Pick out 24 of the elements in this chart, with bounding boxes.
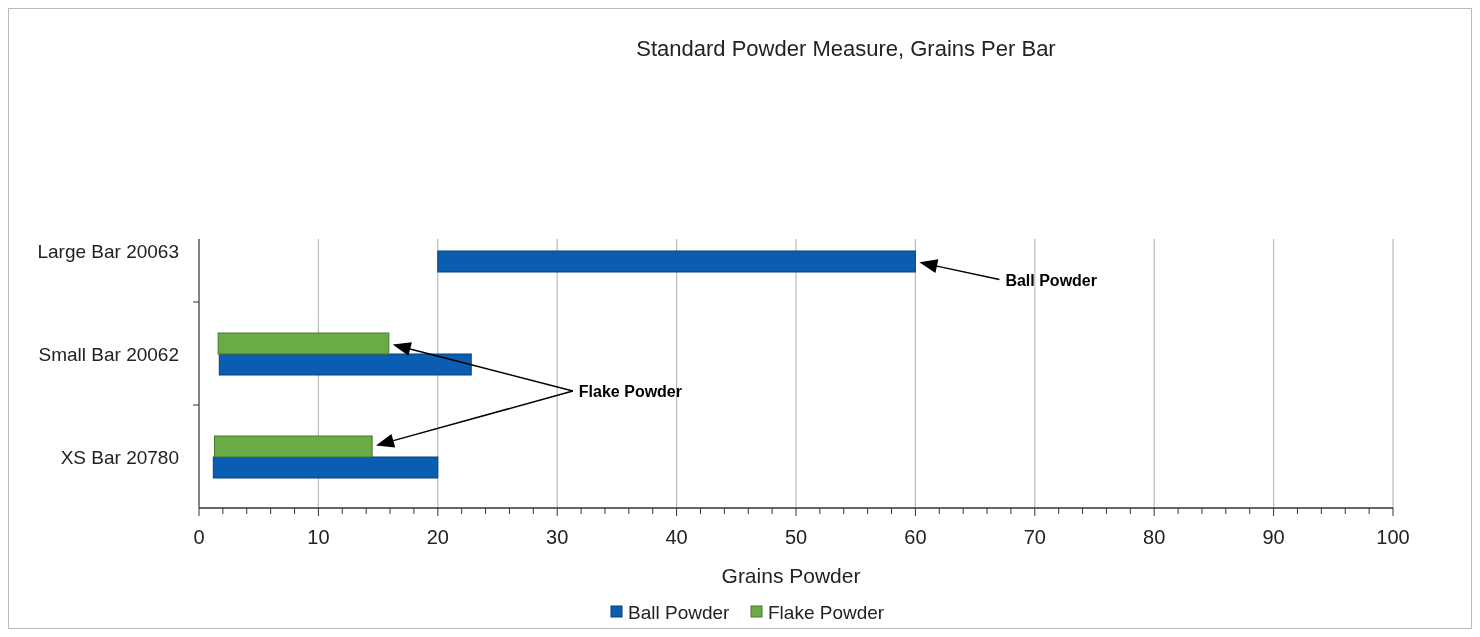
bar — [212, 456, 439, 479]
x-tick-label: 0 — [193, 526, 205, 548]
bar — [214, 435, 373, 458]
annotation: Ball Powder — [1005, 271, 1097, 289]
y-tick-label: Small Bar 20062 — [38, 343, 179, 365]
x-tick-label: 20 — [426, 526, 449, 548]
chart-title: Standard Powder Measure, Grains Per Bar — [636, 36, 1056, 61]
x-tick-label: 100 — [1376, 526, 1410, 548]
x-tick-label: 60 — [904, 526, 927, 548]
legend-label: Flake Powder — [768, 602, 885, 623]
annotation: Flake Powder — [578, 383, 682, 400]
x-tick-label: 10 — [307, 526, 330, 548]
bar — [437, 250, 916, 273]
x-tick-label: 80 — [1143, 526, 1166, 548]
x-tick-label: 50 — [784, 526, 808, 548]
x-axis-title: Grains Powder — [721, 564, 861, 587]
x-tick-label: 90 — [1262, 526, 1285, 548]
y-tick-label: XS Bar 20780 — [60, 446, 179, 468]
bar — [218, 353, 472, 376]
x-tick-label: 30 — [546, 526, 569, 548]
legend-label: Ball Powder — [628, 602, 731, 623]
x-tick-label: 70 — [1023, 526, 1046, 548]
x-tick-label: 40 — [665, 526, 688, 548]
y-tick-label: Large Bar 20063 — [37, 240, 179, 262]
